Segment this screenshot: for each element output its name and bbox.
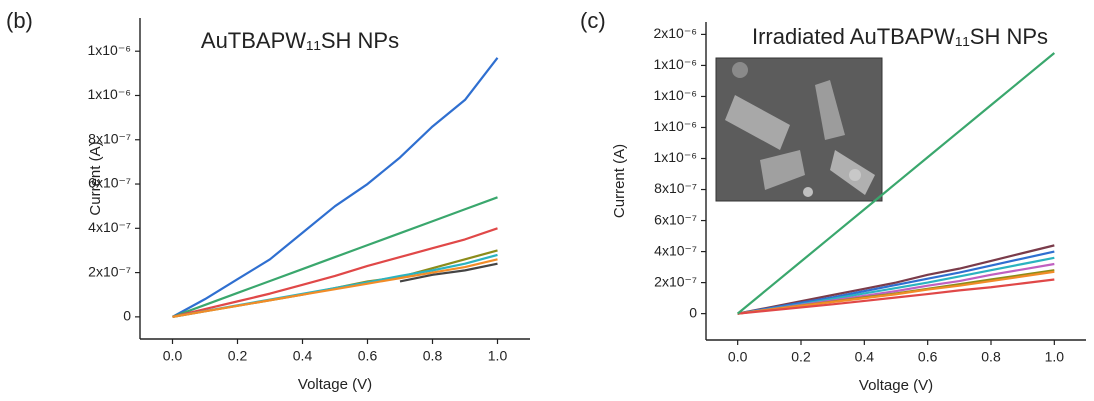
y-tick-label: 0: [123, 308, 131, 324]
chart-title: Irradiated AuTBAPW₁₁SH NPs: [752, 24, 1048, 49]
panel-label: (b): [6, 8, 33, 33]
series-line: [736, 52, 1056, 315]
y-tick-label: 1x10⁻⁶: [653, 87, 697, 103]
x-axis-title: Voltage (V): [298, 376, 372, 393]
x-tick-label: 0.0: [728, 349, 748, 365]
y-tick-label: 0: [689, 304, 697, 320]
y-tick-label: 2x10⁻⁶: [653, 25, 697, 41]
series-line: [172, 258, 498, 318]
x-tick-label: 0.6: [358, 348, 378, 364]
series-line: [737, 244, 1055, 315]
y-tick-label: 1x10⁻⁶: [653, 56, 697, 72]
series-line: [399, 262, 498, 283]
panel-label: (c): [580, 8, 606, 33]
chart-title: AuTBAPW₁₁SH NPs: [201, 28, 399, 53]
series-line: [172, 196, 498, 318]
x-tick-label: 0.2: [791, 349, 811, 365]
series-line: [172, 227, 498, 318]
y-tick-label: 1x10⁻⁶: [653, 149, 697, 165]
x-tick-label: 0.8: [981, 349, 1001, 365]
x-tick-label: 1.0: [488, 348, 508, 364]
y-tick-label: 8x10⁻⁷: [88, 130, 131, 146]
y-axis-title: Current (A): [87, 141, 104, 215]
x-axis-title: Voltage (V): [859, 377, 933, 394]
y-axis-title: Current (A): [611, 144, 628, 218]
series-line: [172, 249, 498, 318]
series-line: [737, 278, 1055, 315]
series-line: [737, 270, 1055, 315]
y-tick-label: 8x10⁻⁷: [654, 180, 697, 196]
y-tick-label: 6x10⁻⁷: [88, 175, 131, 191]
x-tick-label: 1.0: [1045, 349, 1065, 365]
y-tick-label: 1x10⁻⁶: [87, 42, 131, 58]
x-tick-label: 0.2: [228, 348, 248, 364]
y-tick-label: 4x10⁻⁷: [88, 219, 131, 235]
x-tick-label: 0.6: [918, 349, 938, 365]
y-tick-label: 2x10⁻⁷: [654, 273, 697, 289]
sem-inset: [715, 57, 883, 202]
x-tick-label: 0.4: [855, 349, 875, 365]
y-tick-label: 2x10⁻⁷: [88, 263, 131, 279]
y-tick-label: 4x10⁻⁷: [654, 242, 697, 258]
x-tick-label: 0.8: [423, 348, 443, 364]
x-tick-label: 0.4: [293, 348, 313, 364]
y-tick-label: 1x10⁻⁶: [87, 86, 131, 102]
y-tick-label: 6x10⁻⁷: [654, 211, 697, 227]
x-tick-label: 0.0: [163, 348, 183, 364]
series-line: [171, 57, 499, 318]
series-line: [737, 250, 1055, 315]
y-tick-label: 1x10⁻⁶: [653, 118, 697, 134]
